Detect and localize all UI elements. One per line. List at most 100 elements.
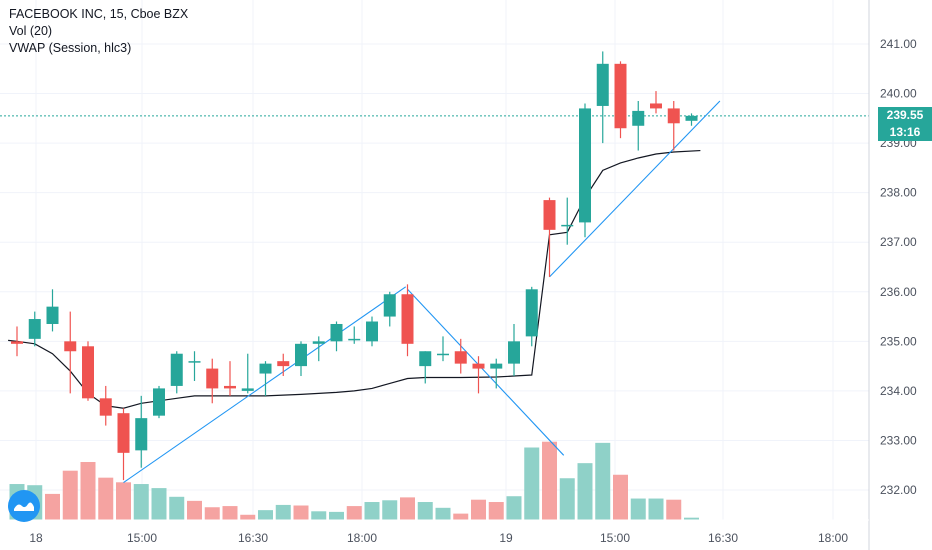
time-tick-label: 15:00 — [127, 531, 157, 545]
vwap-indicator-label[interactable]: VWAP (Session, hlc3) — [9, 41, 132, 55]
volume-bar — [311, 511, 327, 520]
volume-bar — [151, 488, 167, 520]
chart-grid — [0, 0, 869, 520]
candle-body — [543, 200, 556, 230]
volume-bar — [577, 463, 593, 520]
volume-bar — [169, 496, 185, 520]
candle-body — [64, 341, 77, 352]
time-tick-label: 16:30 — [708, 531, 738, 545]
volume-bar — [524, 447, 540, 520]
volume-bar — [506, 496, 522, 520]
volume-bar — [453, 513, 469, 520]
price-tick-label: 237.00 — [880, 235, 917, 249]
candle-body — [99, 398, 112, 416]
price-axis: 241.00240.00239.00238.00237.00236.00235.… — [880, 37, 917, 497]
volume-bar — [98, 477, 114, 520]
vwap-line — [8, 149, 701, 409]
candle-body — [348, 338, 361, 341]
volume-bar — [240, 514, 256, 520]
time-tick-label: 16:30 — [238, 531, 268, 545]
volume-bar — [204, 507, 220, 520]
volume-bar — [346, 506, 362, 520]
volume-bar — [595, 442, 611, 520]
time-tick-label: 18 — [29, 531, 43, 545]
price-tick-label: 241.00 — [880, 37, 917, 51]
volume-bar — [222, 506, 238, 520]
candle-body — [685, 115, 698, 121]
candle-body — [401, 294, 414, 344]
volume-indicator-label[interactable]: Vol (20) — [9, 24, 53, 38]
candle-body — [454, 351, 467, 364]
candle-body — [117, 413, 130, 453]
candlesticks — [11, 51, 698, 481]
chart-legend: FACEBOOK INC, 15, Cboe BZX Vol (20) VWAP… — [9, 6, 188, 57]
price-tick-label: 233.00 — [880, 433, 917, 447]
candle-body — [188, 361, 201, 363]
volume-bar — [293, 505, 309, 520]
volume-bar — [471, 499, 486, 520]
candle-body — [11, 341, 23, 344]
volume-bar — [80, 462, 96, 520]
candle-body — [632, 110, 645, 126]
bar-countdown-tag: 13:16 — [878, 124, 932, 142]
volume-bar — [542, 441, 557, 520]
volume-bar — [488, 502, 504, 520]
candle-body — [224, 385, 236, 389]
candle-body — [508, 341, 520, 364]
candle-body — [614, 63, 627, 129]
candle-body — [295, 343, 307, 367]
volume-bar — [648, 498, 664, 520]
candle-body — [490, 363, 503, 369]
candle-body — [579, 108, 591, 223]
candle-body — [46, 306, 59, 324]
candle-body — [259, 363, 272, 374]
trendline — [407, 288, 565, 456]
price-tick-label: 238.00 — [880, 186, 917, 200]
candle-body — [82, 346, 94, 399]
volume-bar — [435, 507, 451, 520]
volume-bar — [417, 502, 433, 520]
candle-body — [170, 353, 183, 386]
volume-bar — [116, 482, 131, 520]
volume-bar — [559, 478, 575, 520]
tradingview-logo-icon[interactable] — [8, 490, 40, 522]
symbol-title[interactable]: FACEBOOK INC, 15, Cboe BZX — [9, 7, 189, 21]
volume-bar — [666, 499, 682, 520]
candle-body — [330, 323, 343, 342]
last-price-tag: 239.55 — [878, 107, 932, 125]
price-tick-label: 232.00 — [880, 483, 917, 497]
candle-body — [135, 418, 148, 451]
candle-body — [419, 351, 432, 367]
candle-body — [383, 294, 396, 317]
candle-body — [437, 353, 449, 356]
volume-bar — [62, 470, 78, 520]
time-axis: 18 15:00 16:30 18:00 19 15:00 16:30 18:00 — [29, 531, 848, 545]
price-tick-label: 240.00 — [880, 87, 917, 101]
volume-bar — [45, 493, 60, 520]
time-tick-label: 19 — [499, 531, 513, 545]
volume-bar — [258, 510, 273, 520]
volume-bar — [382, 500, 398, 520]
trendline — [549, 100, 721, 278]
trendlines — [123, 100, 721, 484]
candle-body — [312, 341, 325, 344]
volume-bar — [364, 502, 380, 520]
candle-body — [28, 319, 41, 339]
volume-bar — [187, 500, 202, 520]
candle-body — [472, 363, 485, 369]
volume-bar — [400, 497, 415, 520]
volume-bar — [133, 484, 149, 520]
candle-body — [596, 63, 609, 106]
time-tick-label: 15:00 — [600, 531, 630, 545]
candle-body — [561, 224, 574, 227]
volume-bar — [684, 517, 699, 520]
candle-body — [241, 388, 254, 391]
candle-body — [667, 108, 680, 124]
volume-bar — [275, 504, 291, 520]
candle-body — [525, 289, 538, 337]
volume-bars — [9, 441, 699, 520]
trendline — [123, 286, 407, 484]
time-tick-label: 18:00 — [347, 531, 377, 545]
volume-bar — [630, 498, 646, 520]
